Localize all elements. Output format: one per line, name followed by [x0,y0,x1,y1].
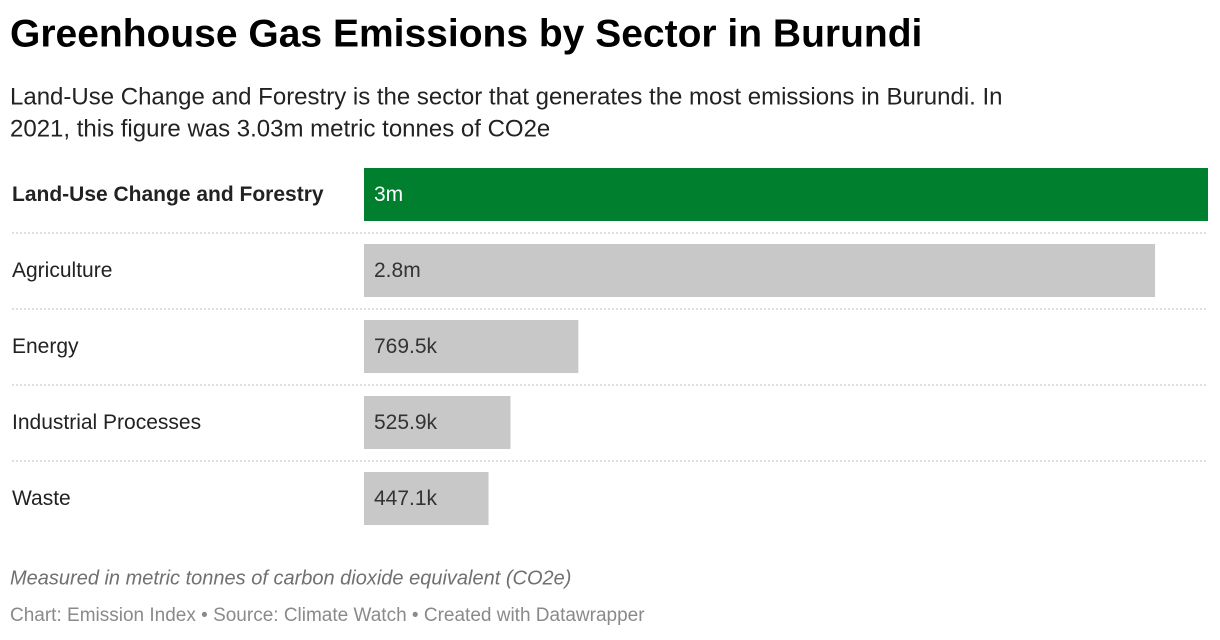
footer: Chart: Emission Index • Source: Climate … [10,605,645,626]
chart-title: Greenhouse Gas Emissions by Sector in Bu… [10,12,922,55]
note: Measured in metric tonnes of carbon diox… [10,567,571,589]
value-label: 769.5k [374,335,438,358]
category-label: Industrial Processes [12,411,201,434]
bar [364,244,1156,297]
subtitle: 2021, this figure was 3.03m metric tonne… [10,115,550,142]
category-label: Land-Use Change and Forestry [12,183,324,206]
value-label: 2.8m [374,259,421,282]
category-label: Waste [12,487,71,510]
bar [364,168,1208,221]
bar [364,320,579,373]
category-label: Agriculture [12,259,112,282]
value-label: 3m [374,183,403,206]
bar [364,396,511,449]
bar [364,472,489,525]
value-label: 447.1k [374,487,438,510]
subtitle: Land-Use Change and Forestry is the sect… [10,83,1003,110]
category-label: Energy [12,335,79,358]
value-label: 525.9k [374,411,438,434]
